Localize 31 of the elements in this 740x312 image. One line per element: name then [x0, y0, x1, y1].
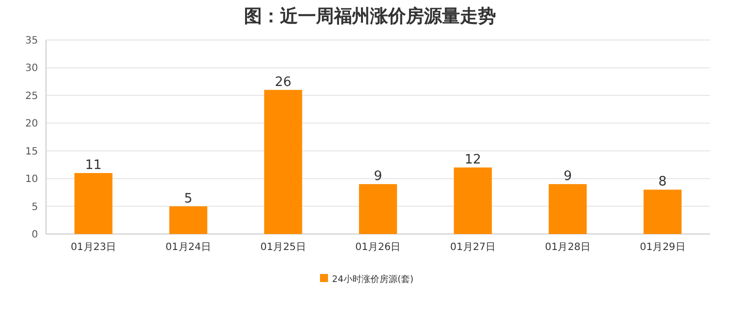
data-label: 12	[464, 152, 482, 168]
x-tick-label: 01月29日	[640, 242, 686, 253]
data-label: 11	[85, 158, 102, 174]
y-tick-label: 25	[25, 90, 38, 102]
x-tick-label: 01月27日	[450, 242, 496, 253]
x-tick-label: 01月24日	[166, 242, 212, 253]
data-label: 26	[274, 74, 292, 90]
data-label: 9	[374, 169, 382, 184]
y-tick-label: 35	[25, 36, 38, 46]
bar	[454, 167, 492, 234]
bar	[548, 184, 587, 234]
bar	[359, 184, 397, 234]
bar	[264, 90, 302, 234]
y-tick-label: 15	[25, 146, 38, 158]
legend-label: 24小时涨价房源(套)	[332, 274, 414, 285]
bar	[644, 190, 682, 234]
x-tick-label: 01月28日	[544, 242, 590, 253]
y-tick-label: 30	[25, 63, 38, 74]
x-tick-label: 01月25日	[260, 242, 306, 253]
chart-title: 图：近一周福州涨价房源量走势	[244, 6, 496, 27]
x-tick-label: 01月26日	[355, 242, 401, 253]
y-tick-label: 5	[32, 202, 38, 213]
y-tick-label: 10	[25, 174, 38, 186]
bar	[169, 206, 208, 234]
data-label: 8	[658, 174, 667, 190]
x-tick-label: 01月23日	[70, 242, 116, 253]
data-label: 9	[564, 169, 572, 184]
y-tick-label: 20	[25, 118, 38, 130]
data-label: 5	[184, 191, 192, 206]
bar	[74, 173, 112, 234]
y-tick-label: 0	[32, 230, 38, 240]
